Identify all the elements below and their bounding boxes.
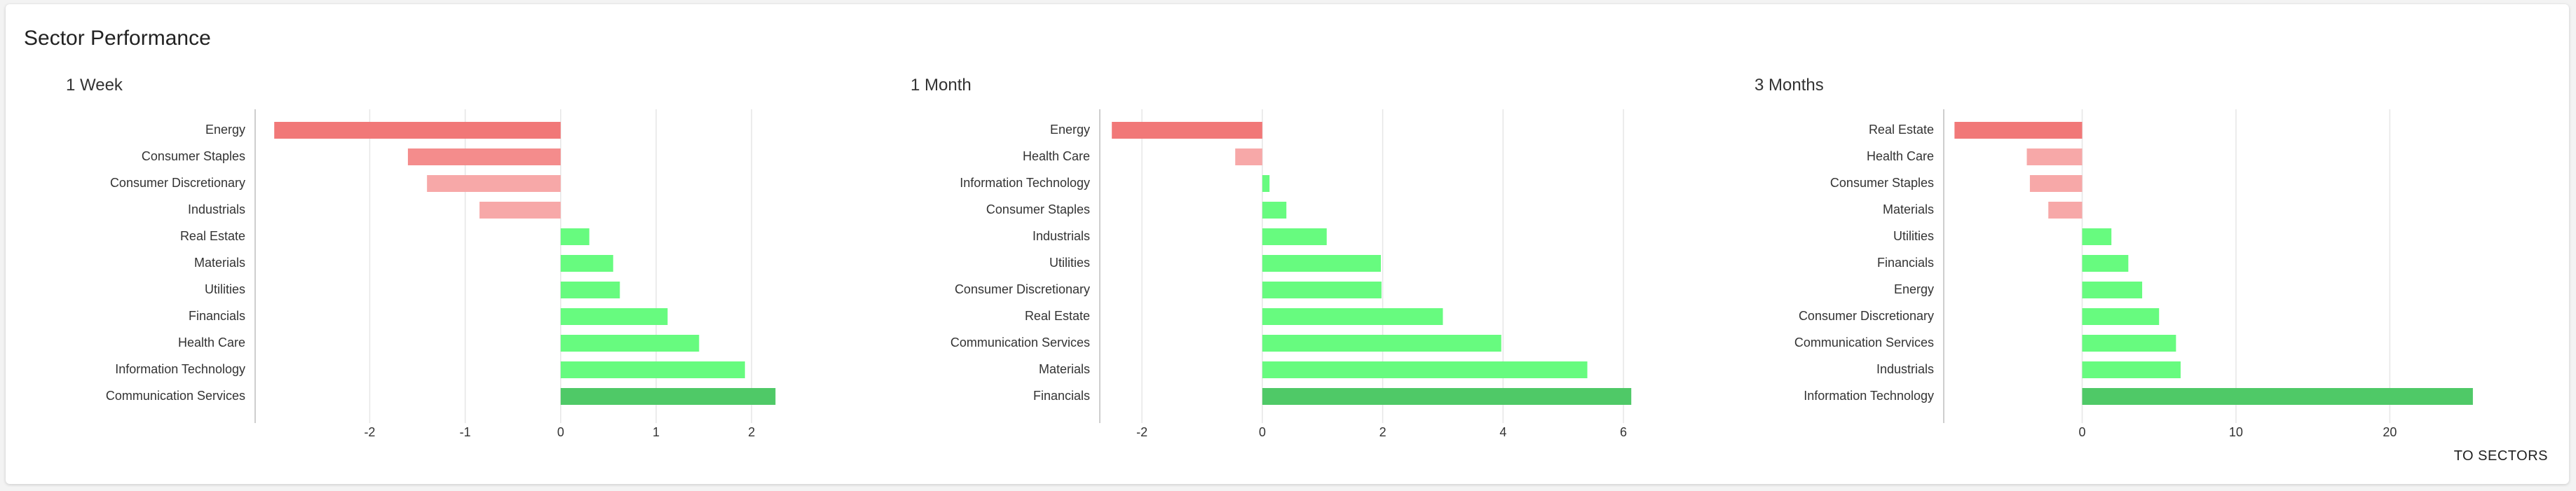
bar[interactable] xyxy=(1262,255,1382,272)
bar[interactable] xyxy=(560,335,700,352)
category-label: Utilities xyxy=(1049,256,1090,270)
category-label: Industrials xyxy=(1876,362,1934,376)
panel-1-week: 1 Week Energy Consumer Staples Consumer Di… xyxy=(66,4,872,484)
chart-1-week: Energy Consumer Staples Consumer Discretio… xyxy=(106,109,776,439)
category-label: Communication Services xyxy=(106,389,245,403)
category-label: Materials xyxy=(1883,202,1934,216)
category-label: Materials xyxy=(1039,362,1090,376)
tick-label: 6 xyxy=(1620,425,1627,439)
category-label: Health Care xyxy=(1867,149,1934,163)
tick-label: 2 xyxy=(748,425,755,439)
bar[interactable] xyxy=(1262,388,1632,405)
bar[interactable] xyxy=(560,282,620,298)
category-label: Information Technology xyxy=(960,176,1090,190)
bar[interactable] xyxy=(2082,308,2160,325)
category-label: Materials xyxy=(194,256,245,270)
bar[interactable] xyxy=(2082,388,2473,405)
bar[interactable] xyxy=(407,148,561,165)
bar[interactable] xyxy=(2029,175,2083,192)
category-label: Consumer Discretionary xyxy=(955,282,1090,296)
tick-label: 0 xyxy=(2078,425,2085,439)
category-label: Consumer Discretionary xyxy=(110,176,245,190)
bar[interactable] xyxy=(2082,335,2176,352)
bar[interactable] xyxy=(2048,202,2083,219)
bar[interactable] xyxy=(1954,122,2083,139)
category-label: Consumer Discretionary xyxy=(1799,309,1934,323)
bar[interactable] xyxy=(2082,255,2129,272)
category-label: Real Estate xyxy=(1025,309,1090,323)
category-label: Energy xyxy=(1894,282,1934,296)
bar[interactable] xyxy=(1262,175,1270,192)
tick-label: 1 xyxy=(653,425,660,439)
category-label: Consumer Staples xyxy=(142,149,245,163)
tick-label: 10 xyxy=(2229,425,2243,439)
chart-3-months: Real Estate Health Care Consumer Staples Ma… xyxy=(1794,109,2473,439)
tick-label: -1 xyxy=(460,425,471,439)
sector-performance-card: Sector Performance 1 Week Energy Consumer… xyxy=(6,4,2569,484)
bar[interactable] xyxy=(2082,361,2181,378)
to-sectors-link[interactable]: TO SECTORS xyxy=(2453,448,2548,464)
category-label: Utilities xyxy=(205,282,245,296)
bar[interactable] xyxy=(560,228,590,245)
bar[interactable] xyxy=(2082,228,2112,245)
bar[interactable] xyxy=(1262,361,1588,378)
bar[interactable] xyxy=(1262,282,1382,298)
category-label: Energy xyxy=(205,123,245,137)
tick-label: 20 xyxy=(2383,425,2397,439)
category-label: Information Technology xyxy=(115,362,245,376)
bar[interactable] xyxy=(560,255,613,272)
category-label: Real Estate xyxy=(180,229,245,243)
category-label: Financials xyxy=(189,309,245,323)
category-label: Consumer Staples xyxy=(986,202,1090,216)
panel-title: 1 Week xyxy=(66,76,123,95)
category-label: Financials xyxy=(1033,389,1090,403)
category-label: Energy xyxy=(1050,123,1090,137)
panel-3-months: 3 Months Real Estate Health Care Consumer … xyxy=(1754,4,2561,484)
category-label: Communication Services xyxy=(1794,336,1934,350)
bar[interactable] xyxy=(1262,308,1443,325)
tick-label: 0 xyxy=(1259,425,1266,439)
category-label: Communication Services xyxy=(950,336,1090,350)
bar[interactable] xyxy=(1112,122,1262,139)
category-label: Real Estate xyxy=(1869,123,1934,137)
bar[interactable] xyxy=(1235,148,1262,165)
bar[interactable] xyxy=(2026,148,2083,165)
bar[interactable] xyxy=(2082,282,2143,298)
tick-label: -2 xyxy=(1136,425,1147,439)
category-label: Health Care xyxy=(178,336,245,350)
tick-label: 4 xyxy=(1499,425,1506,439)
bar[interactable] xyxy=(479,202,561,219)
tick-label: -2 xyxy=(364,425,375,439)
category-label: Industrials xyxy=(1033,229,1090,243)
category-label: Financials xyxy=(1877,256,1934,270)
panel-1-month: 1 Month Energy Health Care Information Tec… xyxy=(911,4,1717,484)
bar[interactable] xyxy=(1262,202,1287,219)
chart-1-month: Energy Health Care Information Technology C… xyxy=(950,109,1632,439)
category-label: Consumer Staples xyxy=(1830,176,1934,190)
tick-label: 0 xyxy=(557,425,564,439)
bar[interactable] xyxy=(1262,228,1327,245)
category-label: Industrials xyxy=(188,202,245,216)
panel-title: 3 Months xyxy=(1754,76,1824,95)
bar[interactable] xyxy=(427,175,561,192)
panel-title: 1 Month xyxy=(911,76,972,95)
card-title: Sector Performance xyxy=(24,27,211,50)
category-label: Information Technology xyxy=(1804,389,1934,403)
tick-label: 2 xyxy=(1379,425,1386,439)
bar[interactable] xyxy=(274,122,561,139)
bar[interactable] xyxy=(560,308,668,325)
category-label: Health Care xyxy=(1023,149,1090,163)
category-label: Utilities xyxy=(1893,229,1934,243)
bar[interactable] xyxy=(1262,335,1501,352)
bar[interactable] xyxy=(560,388,776,405)
bar[interactable] xyxy=(560,361,745,378)
